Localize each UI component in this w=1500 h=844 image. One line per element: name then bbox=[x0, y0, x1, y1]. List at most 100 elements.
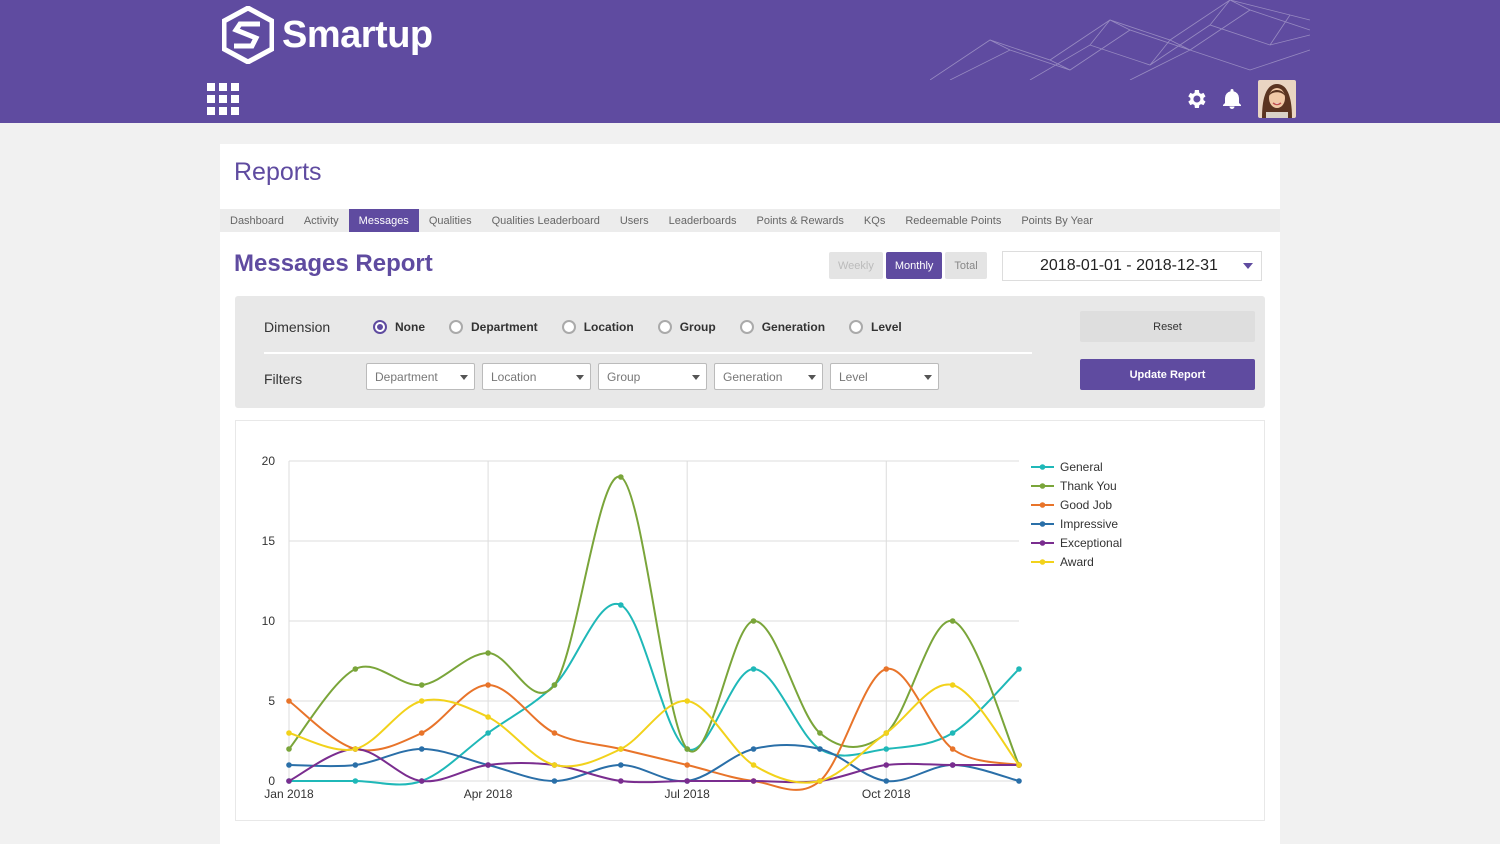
location-select[interactable]: Location bbox=[482, 363, 591, 390]
gear-icon[interactable] bbox=[1184, 87, 1208, 111]
data-point bbox=[418, 682, 425, 688]
data-point bbox=[352, 778, 359, 784]
date-range-picker[interactable]: 2018-01-01 - 2018-12-31 bbox=[1002, 251, 1262, 281]
bell-icon[interactable] bbox=[1220, 87, 1244, 111]
messages-chart: 0 5 10 15 20 Jan 2018 Apr 2018 Jul 2018 Oct 2018… bbox=[235, 420, 1265, 821]
data-point bbox=[750, 666, 757, 672]
radio-label: Generation bbox=[761, 320, 826, 334]
reset-button[interactable]: Reset bbox=[1080, 311, 1255, 342]
data-point bbox=[618, 762, 624, 768]
smartup-logo-icon bbox=[222, 6, 274, 64]
data-point bbox=[750, 746, 757, 752]
period-toggle: Weekly Monthly Total bbox=[829, 252, 990, 279]
data-point bbox=[418, 746, 425, 752]
report-tabs: Dashboard Activity Messages Qualities Qu… bbox=[220, 209, 1280, 232]
tab-points-rewards[interactable]: Points & Rewards bbox=[756, 214, 844, 227]
data-point bbox=[418, 698, 425, 704]
header-actions bbox=[1172, 80, 1296, 118]
y-tick-label: 5 bbox=[268, 694, 275, 708]
x-tick-label: Apr 2018 bbox=[464, 787, 513, 801]
brand-logo[interactable]: Smartup bbox=[222, 6, 433, 64]
data-point bbox=[750, 778, 757, 784]
y-tick-label: 20 bbox=[262, 454, 276, 468]
data-point bbox=[618, 778, 624, 784]
caret-down-icon bbox=[808, 375, 816, 380]
data-point bbox=[883, 762, 890, 768]
legend-label: Impressive bbox=[1060, 517, 1118, 531]
radio-label: Department bbox=[471, 320, 538, 334]
data-point bbox=[883, 666, 890, 672]
tab-qualities-leaderboard[interactable]: Qualities Leaderboard bbox=[491, 214, 600, 227]
tab-messages[interactable]: Messages bbox=[348, 209, 419, 232]
radio-none[interactable]: None bbox=[373, 320, 425, 334]
data-point bbox=[418, 778, 425, 784]
tab-qualities[interactable]: Qualities bbox=[428, 214, 472, 227]
apps-grid-icon[interactable] bbox=[207, 83, 239, 115]
level-select[interactable]: Level bbox=[830, 363, 939, 390]
legend-marker bbox=[1039, 521, 1046, 527]
report-title: Messages Report bbox=[234, 250, 433, 277]
avatar[interactable] bbox=[1258, 80, 1296, 118]
caret-down-icon bbox=[924, 375, 932, 380]
data-point bbox=[817, 730, 823, 736]
data-point bbox=[485, 714, 491, 720]
monthly-button[interactable]: Monthly bbox=[885, 252, 943, 279]
dimension-radio-group: None Department Location Group Generatio… bbox=[373, 320, 926, 334]
chevron-down-icon bbox=[1243, 263, 1253, 269]
dimension-label: Dimension bbox=[264, 319, 331, 335]
filter-panel: Dimension None Department Location Group… bbox=[235, 296, 1265, 408]
radio-label: None bbox=[395, 320, 425, 334]
y-tick-label: 15 bbox=[262, 534, 276, 548]
legend-label: Award bbox=[1060, 555, 1094, 569]
radio-department[interactable]: Department bbox=[449, 320, 538, 334]
data-point bbox=[883, 778, 890, 784]
radio-checked-icon bbox=[373, 320, 387, 334]
legend-label: Thank You bbox=[1060, 479, 1117, 493]
select-value: Level bbox=[839, 369, 868, 384]
select-value: Department bbox=[375, 369, 438, 384]
data-point bbox=[949, 682, 956, 688]
radio-label: Level bbox=[871, 320, 902, 334]
caret-down-icon bbox=[460, 375, 468, 380]
legend-label: Good Job bbox=[1060, 498, 1112, 512]
data-point bbox=[949, 746, 956, 752]
data-point bbox=[418, 730, 425, 736]
data-point bbox=[618, 602, 624, 608]
group-select[interactable]: Group bbox=[598, 363, 707, 390]
tab-dashboard[interactable]: Dashboard bbox=[230, 214, 284, 227]
department-select[interactable]: Department bbox=[366, 363, 475, 390]
tab-users[interactable]: Users bbox=[619, 214, 649, 227]
total-button[interactable]: Total bbox=[945, 252, 987, 279]
legend-marker bbox=[1039, 540, 1046, 546]
data-point bbox=[352, 746, 359, 752]
tab-activity[interactable]: Activity bbox=[303, 214, 339, 227]
legend-marker bbox=[1039, 502, 1046, 508]
tab-points-by-year[interactable]: Points By Year bbox=[1021, 214, 1093, 227]
data-point bbox=[1016, 666, 1022, 672]
data-point bbox=[684, 762, 690, 768]
radio-generation[interactable]: Generation bbox=[739, 320, 826, 334]
generation-select[interactable]: Generation bbox=[714, 363, 823, 390]
legend-marker bbox=[1039, 559, 1046, 565]
radio-group[interactable]: Group bbox=[657, 320, 716, 334]
radio-location[interactable]: Location bbox=[561, 320, 634, 334]
select-value: Location bbox=[491, 369, 537, 384]
series-line-3 bbox=[288, 744, 1020, 783]
tab-kqs[interactable]: KQs bbox=[863, 214, 886, 227]
radio-unchecked-icon bbox=[849, 320, 864, 334]
data-point bbox=[817, 746, 823, 752]
legend-marker bbox=[1039, 464, 1046, 470]
brand-name: Smartup bbox=[282, 13, 433, 56]
weekly-button[interactable]: Weekly bbox=[829, 252, 883, 279]
data-point bbox=[1016, 762, 1022, 768]
data-point bbox=[551, 730, 558, 736]
legend-label: Exceptional bbox=[1060, 536, 1122, 550]
tab-redeemable-points[interactable]: Redeemable Points bbox=[905, 214, 1002, 227]
tab-leaderboards[interactable]: Leaderboards bbox=[668, 214, 737, 227]
series-line-4 bbox=[288, 747, 1019, 784]
update-report-button[interactable]: Update Report bbox=[1080, 359, 1255, 390]
data-point bbox=[286, 778, 292, 784]
y-tick-label: 10 bbox=[262, 614, 276, 628]
radio-level[interactable]: Level bbox=[849, 320, 902, 334]
data-point bbox=[684, 746, 690, 752]
